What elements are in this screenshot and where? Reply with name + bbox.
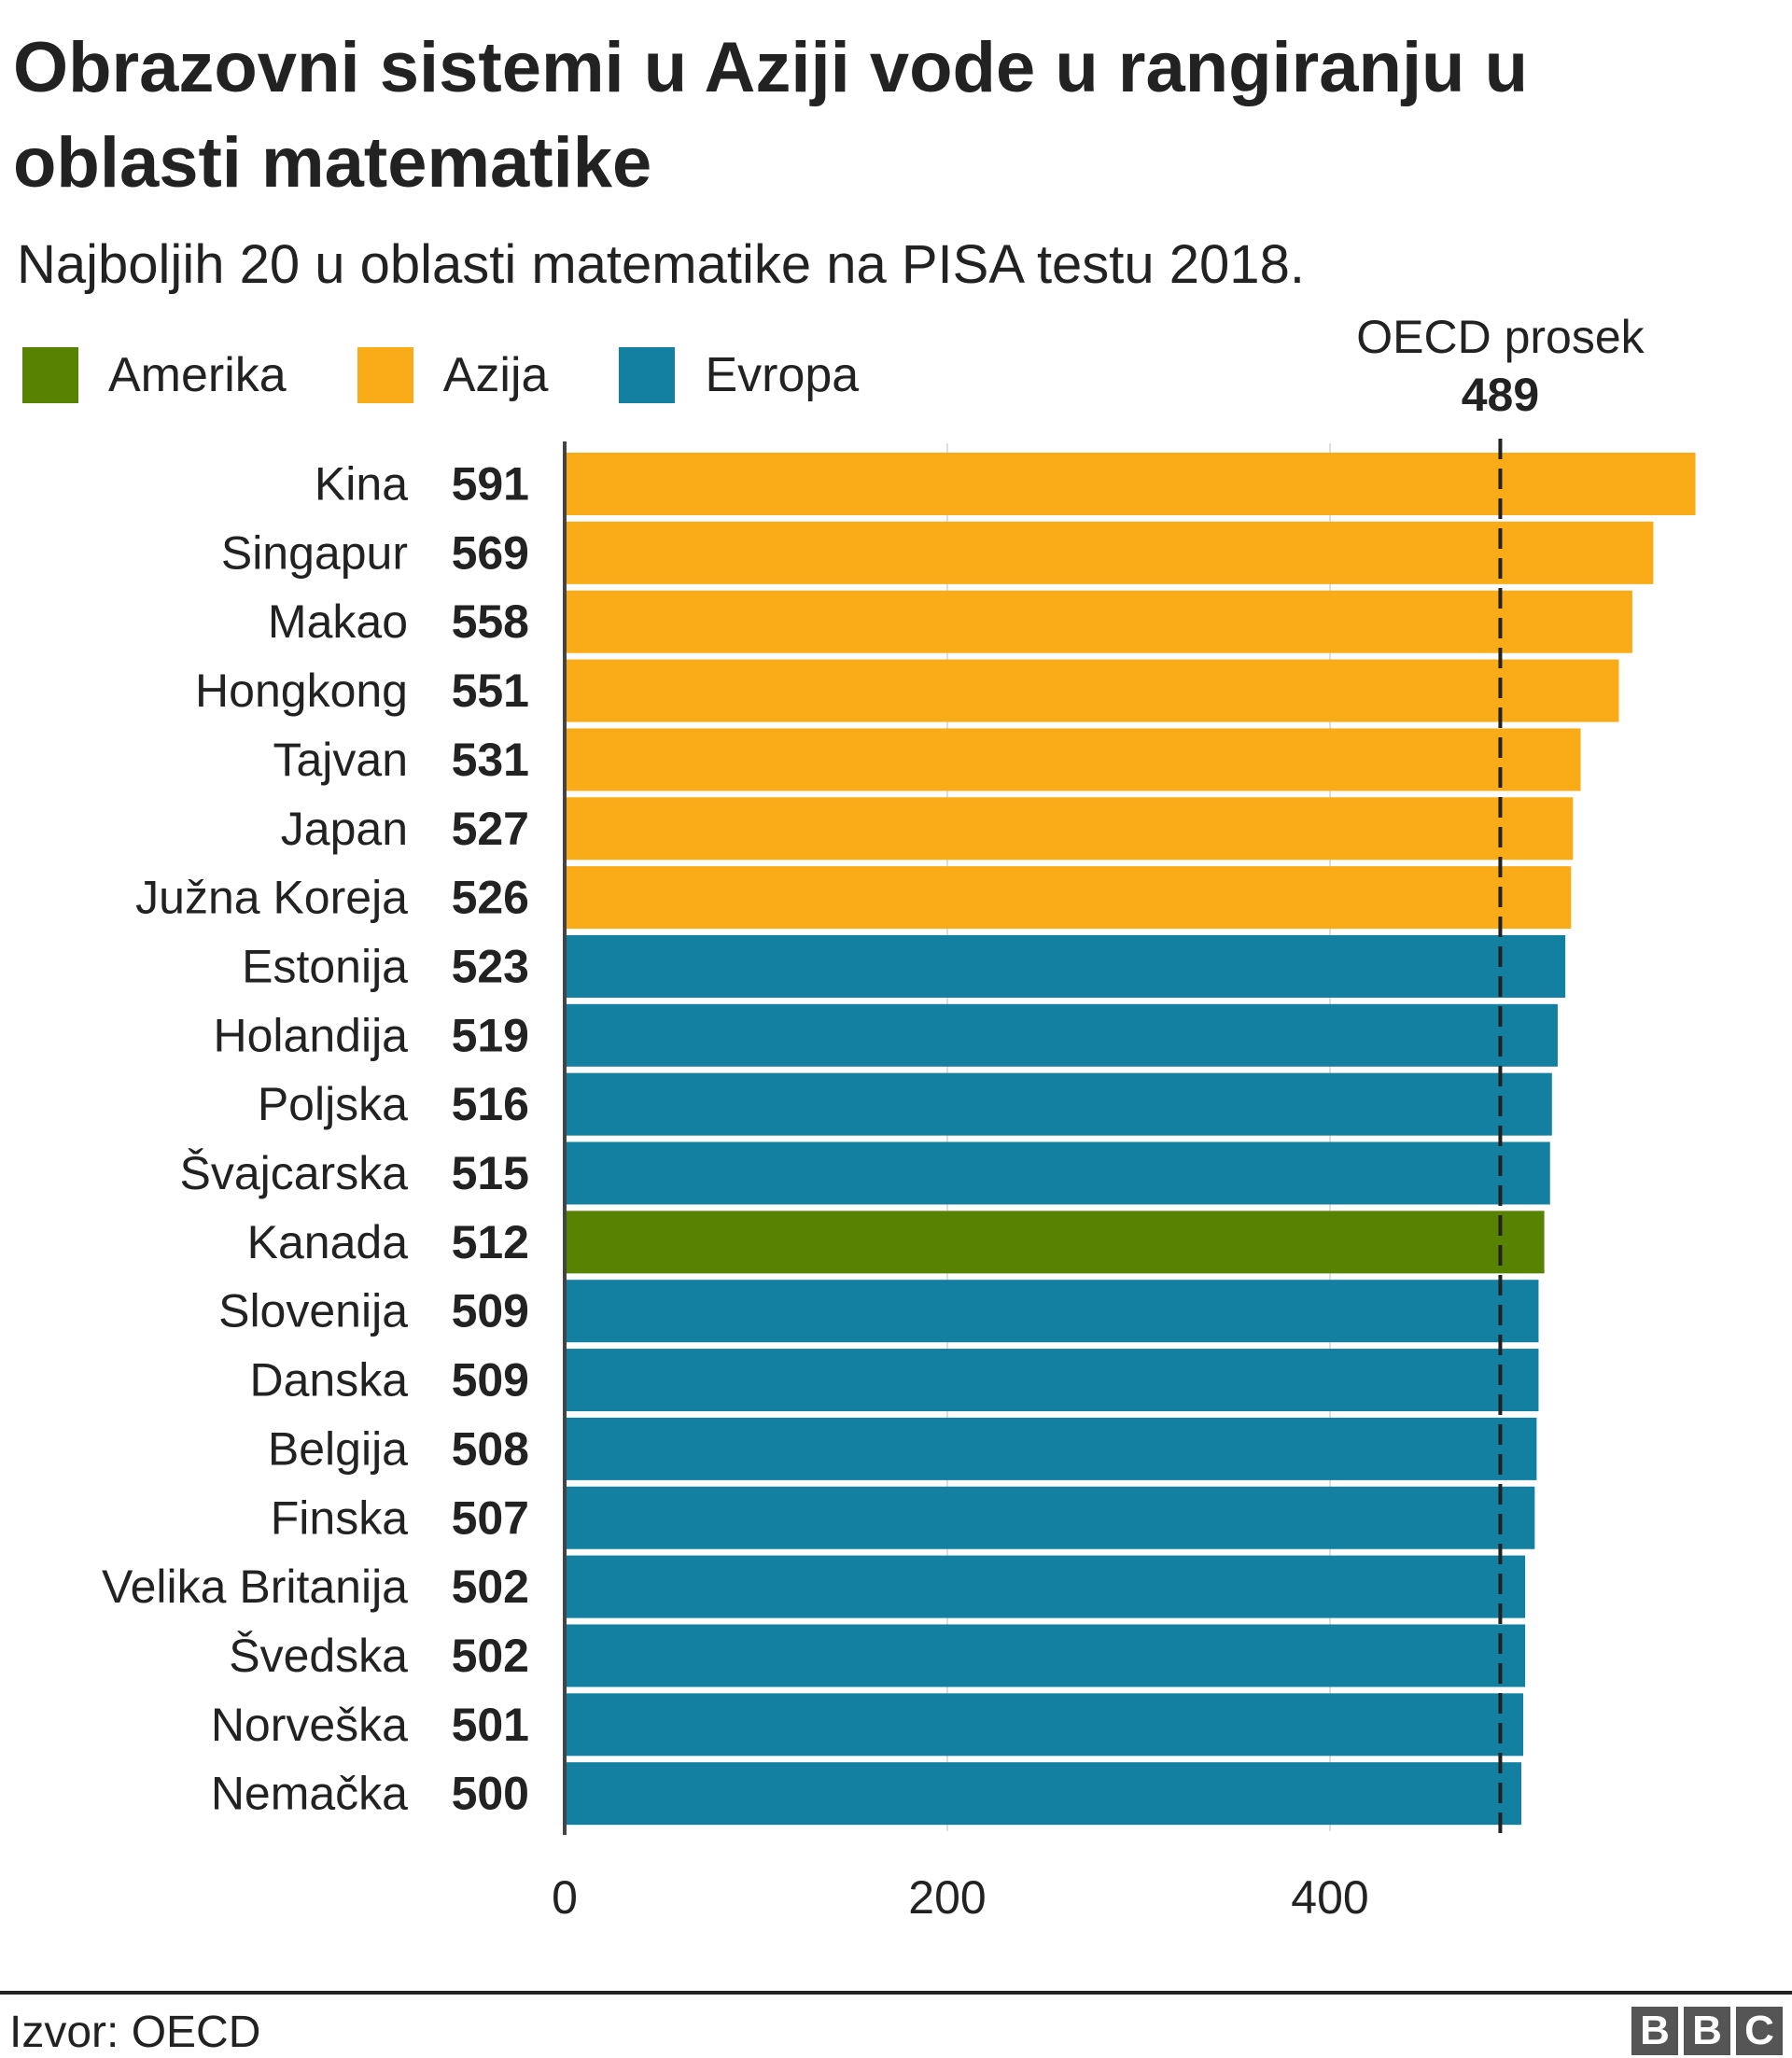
- bar-hongkong: [565, 659, 1619, 722]
- bar-švajcarska: [565, 1141, 1550, 1205]
- value-label: 509: [452, 1354, 529, 1407]
- bar-poljska: [565, 1072, 1552, 1136]
- bar-nemačka: [565, 1762, 1521, 1826]
- category-label: Poljska: [258, 1078, 408, 1130]
- value-label: 509: [452, 1285, 529, 1337]
- legend-label: Evropa: [705, 348, 860, 402]
- bar-danska: [565, 1349, 1539, 1412]
- category-label: Norveška: [211, 1699, 408, 1751]
- bar-velika-britanija: [565, 1555, 1526, 1618]
- bar-tajvan: [565, 728, 1581, 791]
- category-label: Švedska: [229, 1630, 408, 1682]
- legend-swatch: [619, 347, 676, 403]
- bar-švedska: [565, 1624, 1526, 1687]
- x-tick-label: 400: [1291, 1871, 1368, 1924]
- footer-divider: [0, 1991, 1792, 1995]
- value-label: 523: [452, 940, 529, 992]
- category-label: Južna Koreja: [135, 872, 408, 924]
- legend-item-amerika: Amerika: [22, 347, 287, 403]
- value-label: 515: [452, 1147, 529, 1199]
- category-label: Danska: [249, 1354, 408, 1407]
- bar-chart: Kina 591 Singapur 569 Makao 558 Hongkong 551 Taj…: [102, 311, 1696, 1924]
- category-label: Japan: [281, 803, 408, 855]
- legend-label: Azija: [442, 348, 549, 402]
- legend: Amerika Azija Evropa: [22, 347, 930, 403]
- value-label: 501: [452, 1699, 529, 1751]
- bar-makao: [565, 590, 1632, 653]
- category-label: Holandija: [214, 1009, 409, 1061]
- bar-belgija: [565, 1417, 1537, 1480]
- category-label: Velika Britanija: [102, 1561, 408, 1613]
- x-tick-label: 200: [908, 1871, 986, 1924]
- bar-kina: [565, 453, 1696, 515]
- legend-swatch: [22, 347, 78, 403]
- value-label: 507: [452, 1491, 529, 1544]
- value-label: 558: [452, 595, 529, 648]
- category-label: Finska: [271, 1491, 408, 1544]
- bar-finska: [565, 1486, 1535, 1549]
- bar-slovenija: [565, 1280, 1539, 1343]
- category-label: Slovenija: [218, 1285, 408, 1337]
- value-label: 519: [452, 1009, 529, 1061]
- chart-subtitle: Najboljih 20 u oblasti matematike na PIS…: [17, 234, 1305, 295]
- legend-label: Amerika: [108, 348, 287, 402]
- value-label: 512: [452, 1216, 529, 1268]
- category-label: Tajvan: [273, 734, 408, 786]
- category-label: Hongkong: [195, 665, 408, 717]
- category-label: Estonija: [242, 940, 408, 992]
- legend-swatch: [357, 347, 413, 403]
- value-label: 502: [452, 1630, 529, 1682]
- reference-line-value: 489: [1462, 369, 1539, 421]
- category-label: Kina: [315, 458, 408, 511]
- value-label: 551: [452, 665, 529, 717]
- value-label: 502: [452, 1561, 529, 1613]
- category-label: Makao: [268, 595, 408, 648]
- bar-singapur: [565, 521, 1654, 584]
- legend-item-azija: Azija: [357, 347, 549, 403]
- category-label: Švajcarska: [179, 1147, 408, 1199]
- chart-title: Obrazovni sistemi u Aziji vode u rangira…: [13, 28, 1529, 203]
- value-label: 526: [452, 872, 529, 924]
- value-label: 500: [452, 1768, 529, 1820]
- bar-holandija: [565, 1003, 1558, 1067]
- category-label: Belgija: [268, 1422, 408, 1475]
- bar-kanada: [565, 1211, 1545, 1274]
- value-label: 508: [452, 1422, 529, 1475]
- reference-line-label: OECD prosek: [1356, 311, 1645, 363]
- category-label: Singapur: [221, 526, 408, 579]
- value-label: 527: [452, 803, 529, 855]
- bar-estonija: [565, 934, 1566, 998]
- value-label: 569: [452, 526, 529, 579]
- value-label: 516: [452, 1078, 529, 1130]
- category-label: Kanada: [247, 1216, 409, 1268]
- value-label: 591: [452, 458, 529, 511]
- category-label: Nemačka: [211, 1768, 408, 1820]
- source-note: Izvor: OECD: [9, 2008, 261, 2057]
- x-tick-label: 0: [552, 1871, 578, 1924]
- value-label: 531: [452, 734, 529, 786]
- legend-item-evropa: Evropa: [619, 347, 859, 403]
- bar-južna-koreja: [565, 866, 1572, 930]
- bar-japan: [565, 797, 1574, 861]
- bar-norveška: [565, 1693, 1524, 1757]
